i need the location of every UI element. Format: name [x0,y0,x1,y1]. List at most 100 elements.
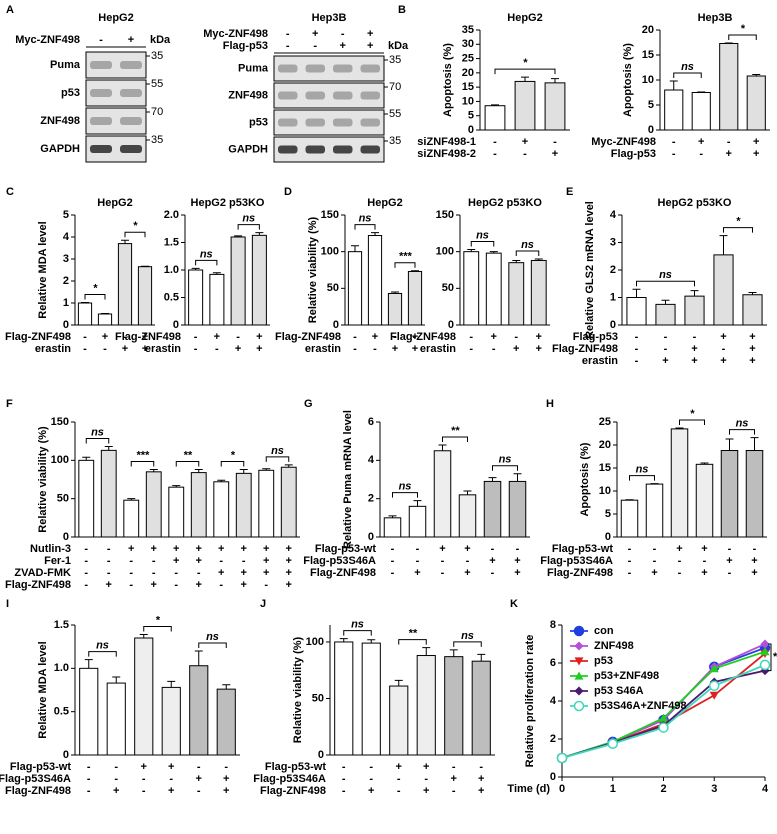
blot-band [360,118,380,127]
bar [408,505,427,538]
bar [620,499,639,538]
bar [645,483,664,538]
bar [78,459,95,538]
panel-label: D [284,186,292,198]
condition-label: Flag-ZNF498 [275,331,341,343]
condition-sign: + [691,355,697,367]
significance-label: ns [681,61,694,73]
y-tick-label: 1.0 [54,662,69,674]
condition-sign: + [514,567,520,579]
blot-band [90,61,112,69]
condition-sign: - [553,136,557,148]
blot-band [360,91,380,100]
error-bar [463,490,472,495]
condition-label: Flag-ZNF498 [310,567,376,579]
blot-panel [273,55,385,82]
condition-sign: - [628,555,632,567]
y-tick-label: 2 [550,733,556,745]
blot-panel [85,51,147,79]
bar [713,254,734,326]
error-bar [438,444,447,451]
significance-bracket [629,475,655,481]
panel-label: K [510,598,518,610]
condition-sign: + [223,785,229,797]
blot-band [333,145,353,154]
blot-sign: - [286,28,290,40]
blot-band [278,64,298,73]
condition-sign: + [214,331,220,343]
condition-sign: - [516,543,520,555]
condition-sign: + [142,331,148,343]
condition-sign: - [672,136,676,148]
y-tick-label: 5 [648,99,654,111]
condition-sign: - [693,331,697,343]
condition-label: Flag-ZNF498 [552,343,618,355]
panel-label: F [6,398,13,410]
bar [280,466,297,538]
y-tick-label: 2 [368,493,374,505]
condition-label: Flag-p53S46A [0,773,71,785]
condition-sign: - [197,785,201,797]
significance-label: ns [521,239,534,251]
condition-sign: + [396,761,402,773]
condition-label: Flag-ZNF498 [5,785,71,797]
condition-sign: - [84,555,88,567]
significance-label: ns [659,269,672,281]
y-tick-label: 0 [550,771,556,783]
blot-sign: + [367,28,373,40]
significance-bracket [728,34,757,40]
condition-sign: - [479,761,483,773]
significance-bracket [220,461,245,467]
significance-label: ns [736,418,749,430]
condition-sign: - [369,773,373,785]
condition-label: Flag-p53-wt [265,761,326,773]
condition-sign: - [87,785,91,797]
blot-panel [273,82,385,109]
bar [79,667,99,756]
condition-sign: + [263,567,269,579]
condition-sign: + [751,555,757,567]
condition-sign: - [493,148,497,160]
significance-bracket [130,461,155,467]
y-tick-label: 3 [63,253,69,265]
significance-label: ns [242,213,255,225]
condition-sign: + [451,773,457,785]
blot-row-label: GAPDH [228,143,268,155]
condition-sign: + [372,331,378,343]
error-bar [661,299,670,305]
blot-band [120,89,142,97]
significance-bracket [175,461,200,467]
condition-sign: + [464,543,470,555]
y-tick-label: 5 [63,209,69,221]
bar [514,80,536,131]
significance-bracket [723,227,753,233]
y-tick-label: 100 [436,246,454,258]
bar [746,75,766,131]
blot-title: HepG2 [98,12,133,24]
condition-label: siZNF498-1 [417,136,476,148]
condition-sign: - [84,567,88,579]
condition-sign: + [513,343,519,355]
significance-label: * [523,57,528,69]
error-bar [513,473,522,482]
blot-band [90,145,112,153]
y-tick-label: 50 [312,692,324,704]
error-bar [748,292,757,295]
bar [458,494,477,538]
condition-sign: - [224,761,228,773]
condition-sign: - [441,567,445,579]
bar [471,660,491,756]
bar [383,517,402,538]
condition-sign: - [142,785,146,797]
marker [607,738,618,749]
condition-sign: - [653,555,657,567]
error-bar [172,485,181,488]
panel-label: A [6,4,14,16]
condition-sign: - [342,773,346,785]
blot-kda: 35 [389,54,401,66]
blot-band [278,145,298,154]
blot-row-label: Puma [238,62,269,74]
y-tick-label: 4 [63,231,70,243]
significance-bracket [343,630,372,636]
condition-sign: - [142,773,146,785]
